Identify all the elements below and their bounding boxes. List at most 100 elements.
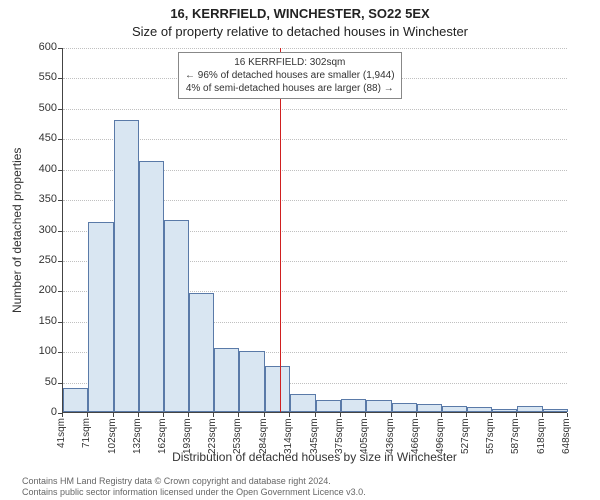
- histogram-bar: [290, 394, 316, 412]
- y-tick-mark: [58, 48, 62, 49]
- histogram-bar: [467, 407, 492, 412]
- x-tick-label: 557sqm: [485, 418, 497, 454]
- y-tick-label: 250: [17, 254, 57, 266]
- y-tick-mark: [58, 261, 62, 262]
- x-tick-label: 223sqm: [207, 418, 219, 454]
- y-tick-mark: [58, 109, 62, 110]
- x-tick-label: 284sqm: [258, 418, 270, 454]
- y-tick-label: 300: [17, 224, 57, 236]
- histogram-bar: [392, 403, 417, 412]
- histogram-bar: [492, 409, 517, 412]
- y-tick-mark: [58, 139, 62, 140]
- footer-attribution: Contains HM Land Registry data © Crown c…: [0, 476, 600, 498]
- x-tick-label: 345sqm: [309, 418, 321, 454]
- y-tick-label: 450: [17, 132, 57, 144]
- y-tick-label: 100: [17, 345, 57, 357]
- y-tick-mark: [58, 383, 62, 384]
- x-tick-label: 436sqm: [385, 418, 397, 454]
- x-tick-label: 618sqm: [536, 418, 548, 454]
- x-tick-label: 375sqm: [334, 418, 346, 454]
- callout-line: 4% of semi-detached houses are larger (8…: [185, 82, 395, 95]
- histogram-bar: [189, 293, 214, 412]
- chart-plot-area: 16 KERRFIELD: 302sqm← 96% of detached ho…: [62, 48, 567, 413]
- x-tick-mark: [466, 413, 467, 417]
- x-tick-mark: [391, 413, 392, 417]
- x-tick-label: 527sqm: [460, 418, 472, 454]
- histogram-bar: [139, 161, 164, 412]
- x-tick-mark: [113, 413, 114, 417]
- histogram-bar: [417, 404, 442, 412]
- y-tick-mark: [58, 200, 62, 201]
- callout-line: 16 KERRFIELD: 302sqm: [185, 56, 395, 69]
- y-tick-label: 500: [17, 102, 57, 114]
- x-tick-label: 71sqm: [81, 418, 93, 454]
- y-tick-mark: [58, 78, 62, 79]
- y-tick-label: 200: [17, 284, 57, 296]
- y-tick-label: 50: [17, 376, 57, 388]
- histogram-bar: [88, 222, 114, 412]
- x-tick-mark: [213, 413, 214, 417]
- y-tick-mark: [58, 352, 62, 353]
- histogram-bar: [265, 366, 290, 412]
- y-tick-label: 600: [17, 41, 57, 53]
- x-tick-label: 314sqm: [283, 418, 295, 454]
- x-tick-mark: [138, 413, 139, 417]
- x-tick-mark: [62, 413, 63, 417]
- x-tick-mark: [264, 413, 265, 417]
- x-tick-label: 648sqm: [561, 418, 573, 454]
- x-tick-label: 162sqm: [157, 418, 169, 454]
- y-tick-label: 550: [17, 71, 57, 83]
- y-tick-label: 150: [17, 315, 57, 327]
- histogram-bar: [214, 348, 239, 412]
- histogram-bar: [63, 388, 88, 412]
- x-tick-mark: [441, 413, 442, 417]
- x-tick-label: 466sqm: [410, 418, 422, 454]
- page-title-address: 16, KERRFIELD, WINCHESTER, SO22 5EX: [0, 6, 600, 21]
- y-tick-mark: [58, 322, 62, 323]
- x-tick-label: 405sqm: [359, 418, 371, 454]
- y-tick-label: 350: [17, 193, 57, 205]
- footer-line-1: Contains HM Land Registry data © Crown c…: [22, 476, 600, 487]
- histogram-bar: [517, 406, 543, 412]
- callout-line: ← 96% of detached houses are smaller (1,…: [185, 69, 395, 82]
- y-tick-label: 0: [17, 406, 57, 418]
- x-tick-label: 41sqm: [56, 418, 68, 454]
- x-tick-mark: [567, 413, 568, 417]
- histogram-bar: [366, 400, 392, 412]
- gridline: [63, 109, 567, 110]
- histogram-bar: [239, 351, 265, 412]
- x-tick-mark: [516, 413, 517, 417]
- x-tick-mark: [365, 413, 366, 417]
- y-tick-label: 400: [17, 163, 57, 175]
- histogram-bar: [543, 409, 568, 412]
- x-tick-label: 193sqm: [182, 418, 194, 454]
- footer-line-2: Contains public sector information licen…: [22, 487, 600, 498]
- x-tick-mark: [416, 413, 417, 417]
- gridline: [63, 48, 567, 49]
- histogram-bar: [341, 399, 366, 412]
- x-tick-mark: [87, 413, 88, 417]
- histogram-bar: [164, 220, 190, 412]
- histogram-bar: [114, 120, 139, 412]
- y-tick-mark: [58, 291, 62, 292]
- y-tick-mark: [58, 231, 62, 232]
- x-tick-mark: [238, 413, 239, 417]
- x-tick-label: 587sqm: [510, 418, 522, 454]
- histogram-bar: [442, 406, 468, 412]
- marker-vline: [280, 48, 281, 412]
- x-tick-label: 102sqm: [107, 418, 119, 454]
- callout-box: 16 KERRFIELD: 302sqm← 96% of detached ho…: [178, 52, 402, 99]
- x-tick-mark: [315, 413, 316, 417]
- x-tick-mark: [491, 413, 492, 417]
- x-tick-mark: [188, 413, 189, 417]
- x-tick-label: 253sqm: [232, 418, 244, 454]
- page-subtitle: Size of property relative to detached ho…: [0, 24, 600, 39]
- x-tick-label: 496sqm: [435, 418, 447, 454]
- y-tick-mark: [58, 170, 62, 171]
- x-tick-mark: [163, 413, 164, 417]
- histogram-bar: [316, 400, 341, 412]
- x-tick-mark: [340, 413, 341, 417]
- x-tick-label: 132sqm: [132, 418, 144, 454]
- x-tick-mark: [542, 413, 543, 417]
- x-tick-mark: [289, 413, 290, 417]
